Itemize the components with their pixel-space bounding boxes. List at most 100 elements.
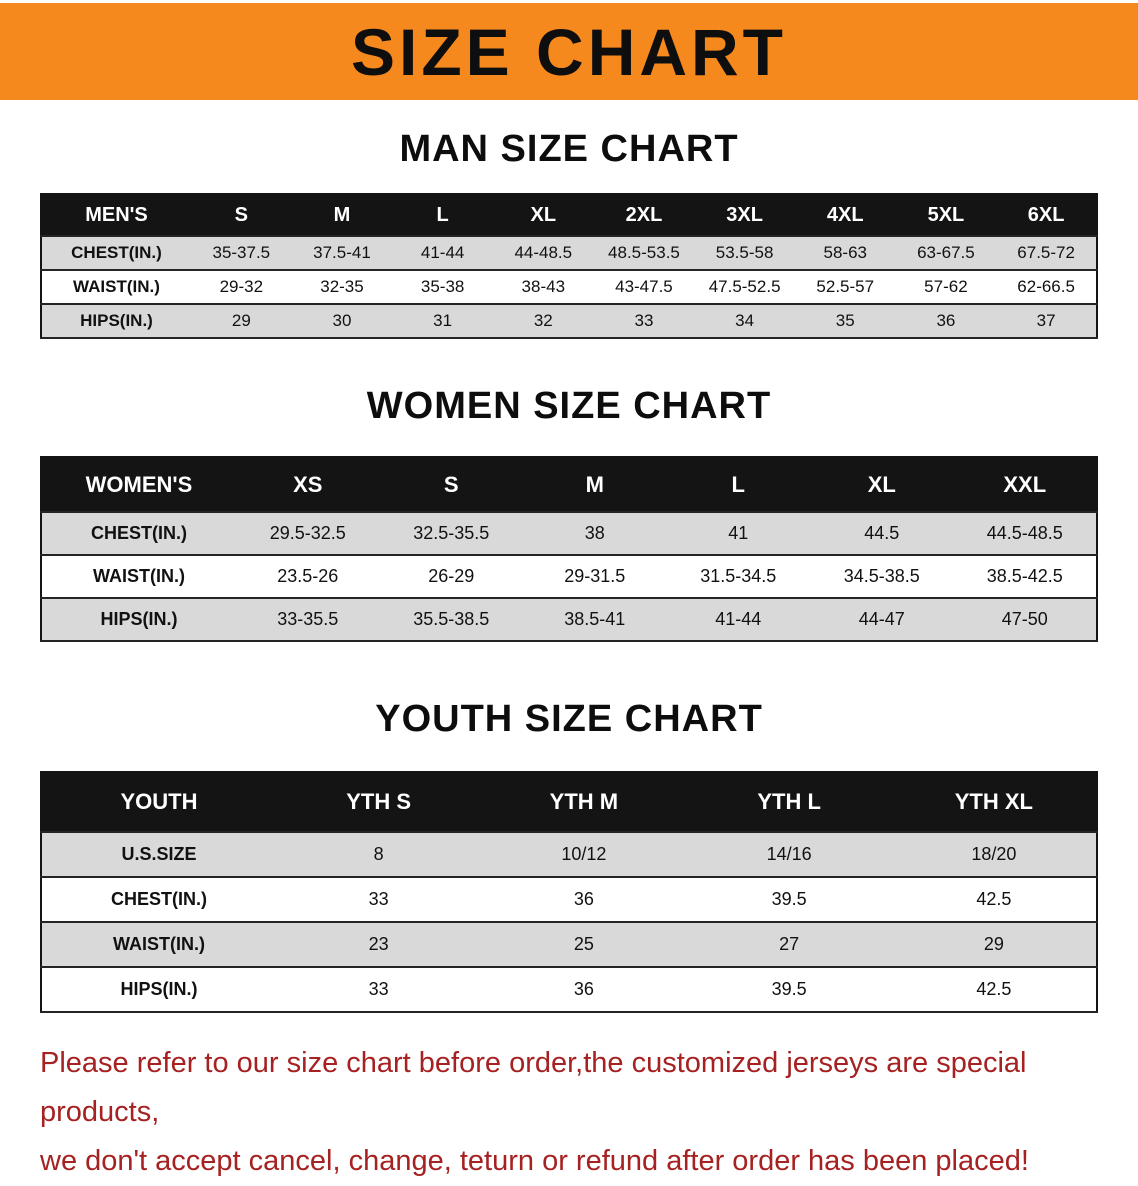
- cell-value: 29: [891, 922, 1097, 967]
- row-label: WAIST(IN.): [93, 566, 185, 586]
- cell-value: 36: [573, 889, 594, 909]
- cell-value: 29: [191, 304, 292, 338]
- size-column-header: 4XL: [794, 194, 896, 236]
- footer-notice: Please refer to our size chart before or…: [0, 1039, 1138, 1186]
- cell-value: 44-48.5: [492, 236, 594, 270]
- cell-value: 43-47.5: [615, 277, 673, 296]
- notice-line-1: Please refer to our size chart before or…: [40, 1047, 1027, 1128]
- size-column-header: XL: [492, 194, 594, 236]
- table-row: U.S.SIZE 8 10/12 14/16 18/20: [41, 832, 1097, 877]
- cell-value: 32: [492, 304, 594, 338]
- size-column-header: YTH S: [276, 772, 482, 832]
- cell-value: 53.5-58: [694, 236, 795, 270]
- cell-value: 8: [276, 832, 482, 877]
- cell-value: 47-50: [953, 598, 1097, 641]
- row-label: HIPS(IN.): [120, 979, 198, 999]
- size-column-header: YTH L: [686, 772, 892, 832]
- section-youth: YOUTH SIZE CHART YOUTH YTH S YTH M YTH L YTH…: [0, 698, 1138, 1013]
- section-men: MAN SIZE CHART MEN'S S M L XL 2XL 3XL 4XL 5XL 6XL…: [0, 128, 1138, 339]
- size-column-header: YTH M: [481, 772, 687, 832]
- table-header-row: MEN'S S M L XL 2XL 3XL 4XL 5XL 6XL: [41, 194, 1097, 236]
- cell-value: 44.5-48.5: [953, 512, 1097, 555]
- table-header-row: WOMEN'S XS S M L XL XXL: [41, 457, 1097, 512]
- cell-value: 26-29: [428, 566, 475, 586]
- youth-size-table: YOUTH YTH S YTH M YTH L YTH XL U.S.SIZE 8 10/12…: [40, 771, 1098, 1013]
- cell-value: 42.5: [976, 889, 1012, 909]
- cell-value: 18/20: [891, 832, 1097, 877]
- size-column-header: XS: [236, 457, 380, 512]
- table-row: HIPS(IN.) 33-35.5 35.5-38.5 38.5-41 41-44 44-…: [41, 598, 1097, 641]
- women-section-heading: WOMEN SIZE CHART: [366, 385, 772, 427]
- size-column-header: YTH XL: [891, 772, 1097, 832]
- cell-value: 29.5-32.5: [236, 512, 380, 555]
- cell-value: 39.5: [771, 889, 807, 909]
- cell-value: 41-44: [666, 598, 810, 641]
- cell-value: 47.5-52.5: [708, 277, 781, 296]
- row-label: U.S.SIZE: [41, 832, 276, 877]
- cell-value: 58-63: [794, 236, 896, 270]
- table-corner-label: YOUTH: [41, 772, 276, 832]
- youth-section-heading: YOUTH SIZE CHART: [375, 698, 763, 740]
- cell-value: 29-31.5: [564, 566, 626, 586]
- cell-value: 31: [392, 304, 493, 338]
- cell-value: 38: [523, 512, 667, 555]
- cell-value: 25: [481, 922, 687, 967]
- size-column-header: L: [392, 194, 493, 236]
- table-header-row: YOUTH YTH S YTH M YTH L YTH XL: [41, 772, 1097, 832]
- size-column-header: XXL: [953, 457, 1097, 512]
- table-row: WAIST(IN.) 29-32 32-35 35-38 38-43 43-47.5 47.…: [41, 270, 1097, 304]
- size-column-header: S: [191, 194, 292, 236]
- size-column-header: M: [291, 194, 393, 236]
- cell-value: 37: [996, 304, 1097, 338]
- cell-value: 48.5-53.5: [593, 236, 695, 270]
- size-column-header: M: [523, 457, 667, 512]
- size-column-header: 6XL: [996, 194, 1097, 236]
- section-women: WOMEN SIZE CHART WOMEN'S XS S M L XL XXL CHEST(…: [0, 385, 1138, 642]
- row-label: WAIST(IN.): [41, 922, 276, 967]
- row-label: CHEST(IN.): [111, 889, 207, 909]
- cell-value: 23: [276, 922, 482, 967]
- cell-value: 30: [291, 304, 393, 338]
- men-section-heading: MAN SIZE CHART: [399, 128, 739, 170]
- cell-value: 38.5-41: [523, 598, 667, 641]
- table-row: CHEST(IN.) 35-37.5 37.5-41 41-44 44-48.5 48.5…: [41, 236, 1097, 270]
- cell-value: 33: [593, 304, 695, 338]
- row-label: HIPS(IN.): [41, 304, 191, 338]
- cell-value: 36: [573, 979, 594, 999]
- cell-value: 41-44: [392, 236, 493, 270]
- cell-value: 63-67.5: [895, 236, 997, 270]
- size-column-header: S: [379, 457, 523, 512]
- cell-value: 41: [666, 512, 810, 555]
- cell-value: 35-38: [420, 277, 465, 296]
- cell-value: 35: [794, 304, 896, 338]
- size-column-header: 2XL: [593, 194, 695, 236]
- size-column-header: XL: [810, 457, 954, 512]
- cell-value: 33-35.5: [236, 598, 380, 641]
- row-label: HIPS(IN.): [41, 598, 236, 641]
- cell-value: 35-37.5: [191, 236, 292, 270]
- women-size-table: WOMEN'S XS S M L XL XXL CHEST(IN.) 29.5-32.5 32.5…: [40, 456, 1098, 642]
- cell-value: 27: [686, 922, 892, 967]
- cell-value: 44.5: [810, 512, 954, 555]
- size-chart-page: SIZE CHART MAN SIZE CHART MEN'S S M L XL 2XL 3…: [0, 3, 1138, 1186]
- cell-value: 32-35: [320, 277, 364, 296]
- cell-value: 31.5-34.5: [700, 566, 777, 586]
- notice-line-2: we don't accept cancel, change, teturn o…: [40, 1145, 1029, 1177]
- cell-value: 67.5-72: [996, 236, 1097, 270]
- page-title: SIZE CHART: [351, 14, 787, 89]
- cell-value: 33: [368, 979, 389, 999]
- cell-value: 33: [368, 889, 389, 909]
- table-row: HIPS(IN.) 33 36 39.5 42.5: [41, 967, 1097, 1012]
- cell-value: 38-43: [521, 277, 566, 296]
- table-row: WAIST(IN.) 23.5-26 26-29 29-31.5 31.5-34.5 34…: [41, 555, 1097, 598]
- table-corner-label: MEN'S: [41, 194, 191, 236]
- cell-value: 29-32: [219, 277, 264, 296]
- banner: SIZE CHART: [0, 3, 1138, 100]
- cell-value: 36: [895, 304, 997, 338]
- row-label: WAIST(IN.): [73, 277, 160, 296]
- size-column-header: L: [666, 457, 810, 512]
- cell-value: 10/12: [481, 832, 687, 877]
- cell-value: 57-62: [924, 277, 968, 296]
- cell-value: 62-66.5: [1017, 277, 1075, 296]
- row-label: CHEST(IN.): [41, 512, 236, 555]
